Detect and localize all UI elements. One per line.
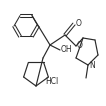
Text: N: N [89,61,95,70]
Text: O: O [75,20,81,29]
Text: HCl: HCl [45,77,58,86]
Text: OH: OH [61,45,73,54]
Text: O: O [77,42,83,50]
